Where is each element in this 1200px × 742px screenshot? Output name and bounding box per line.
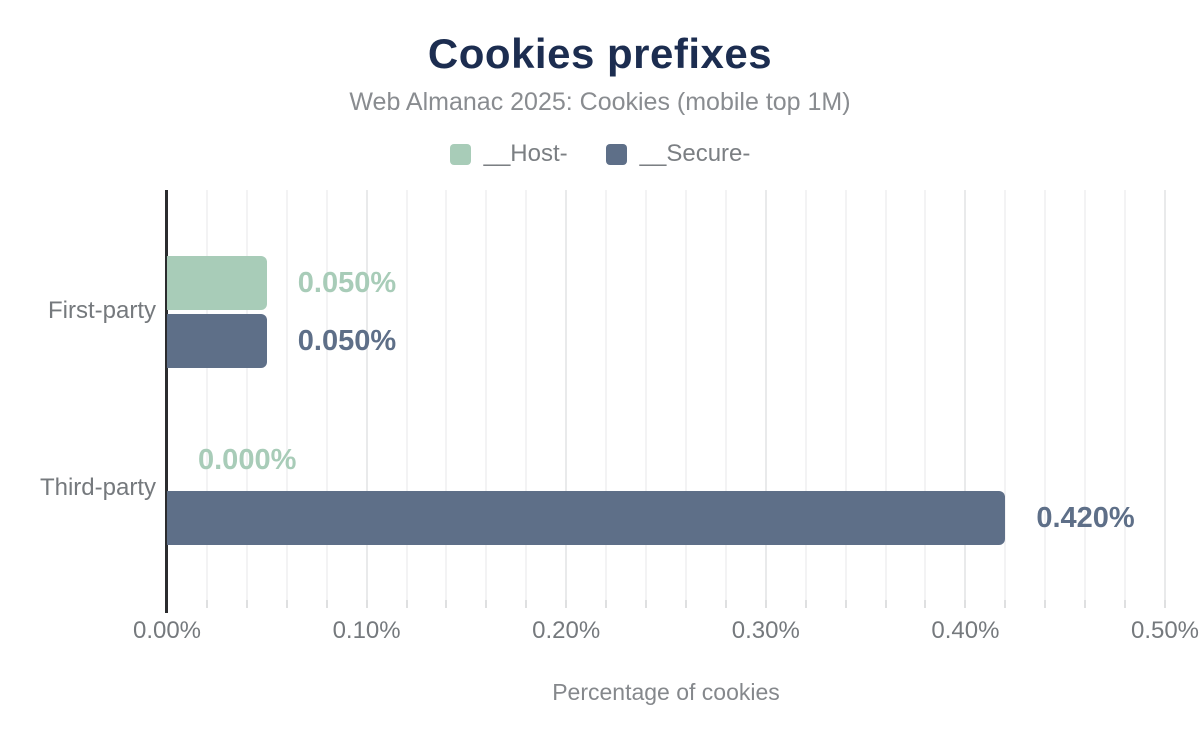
x-axis-tick: [924, 600, 927, 608]
x-axis-tick: [525, 600, 528, 608]
bar-value-label: 0.050%: [297, 267, 397, 299]
bar-value-label: 0.000%: [198, 444, 297, 476]
x-axis-tick: [445, 600, 448, 608]
gridline: [605, 190, 608, 600]
x-axis-tick: [645, 600, 648, 608]
x-axis-tick: [1044, 600, 1047, 608]
x-tick-label: 0.00%: [132, 617, 202, 644]
x-axis-tick: [365, 600, 368, 608]
x-axis-tick: [1004, 600, 1007, 608]
gridline: [684, 190, 687, 600]
gridline: [285, 190, 288, 600]
gridline: [1004, 190, 1007, 600]
x-axis-tick: [764, 600, 767, 608]
x-axis-tick: [724, 600, 727, 608]
chart-subtitle: Web Almanac 2025: Cookies (mobile top 1M…: [349, 88, 851, 116]
legend-swatch-icon: [449, 143, 471, 165]
gridline: [445, 190, 448, 600]
x-axis-tick: [684, 600, 687, 608]
x-axis-tick: [605, 600, 608, 608]
x-axis-tick: [285, 600, 288, 608]
gridline: [245, 190, 248, 600]
x-axis-tick: [485, 600, 488, 608]
gridline: [964, 190, 967, 600]
legend-swatch-icon: [605, 143, 627, 165]
bar-segment: [167, 491, 1006, 545]
gridline: [485, 190, 488, 600]
chart-title: Cookies prefixes: [427, 30, 773, 77]
gridline: [844, 190, 847, 600]
gridline: [1044, 190, 1047, 600]
gridline: [525, 190, 528, 600]
gridline: [205, 190, 208, 600]
gridline: [924, 190, 927, 600]
bar-value-label: 0.420%: [1036, 502, 1135, 534]
bar-segment: [167, 314, 267, 368]
x-axis-tick: [884, 600, 887, 608]
bar-segment: [167, 256, 267, 310]
x-axis-tick: [1124, 600, 1127, 608]
x-tick-label: 0.50%: [1130, 617, 1200, 644]
x-axis-tick: [405, 600, 408, 608]
x-axis-tick: [1164, 600, 1166, 608]
gridline: [645, 190, 648, 600]
legend-label: __Secure-: [639, 140, 751, 167]
x-axis-tick: [964, 600, 967, 608]
gridline: [1084, 190, 1087, 600]
x-tick-label: 0.20%: [532, 617, 601, 644]
gridline: [325, 190, 328, 600]
gridline: [804, 190, 807, 600]
x-axis-tick: [565, 600, 568, 608]
gridline: [724, 190, 727, 600]
gridline: [884, 190, 887, 600]
gridline: [365, 190, 368, 600]
x-tick-label: 0.40%: [931, 617, 1000, 644]
x-axis-title: Percentage of cookies: [552, 679, 780, 705]
category-label: Third-party: [39, 474, 156, 501]
bar-value-label: 0.050%: [297, 325, 397, 357]
gridline: [405, 190, 408, 600]
x-axis-tick: [844, 600, 847, 608]
x-axis-tick: [245, 600, 248, 608]
legend-item: __Host-: [449, 140, 568, 168]
x-axis-tick: [1084, 600, 1087, 608]
x-tick-label: 0.30%: [731, 617, 800, 644]
x-axis-tick: [804, 600, 807, 608]
category-label: First-party: [48, 297, 156, 324]
y-axis-line: [165, 190, 168, 613]
x-tick-label: 0.10%: [332, 617, 401, 644]
legend: __Host- __Secure-: [0, 140, 1200, 168]
gridline: [1164, 190, 1166, 600]
legend-item: __Secure-: [605, 140, 751, 168]
gridline: [764, 190, 767, 600]
gridline: [565, 190, 568, 600]
x-axis-tick: [325, 600, 328, 608]
x-axis-tick: [205, 600, 208, 608]
gridline: [1124, 190, 1127, 600]
legend-label: __Host-: [483, 140, 568, 167]
